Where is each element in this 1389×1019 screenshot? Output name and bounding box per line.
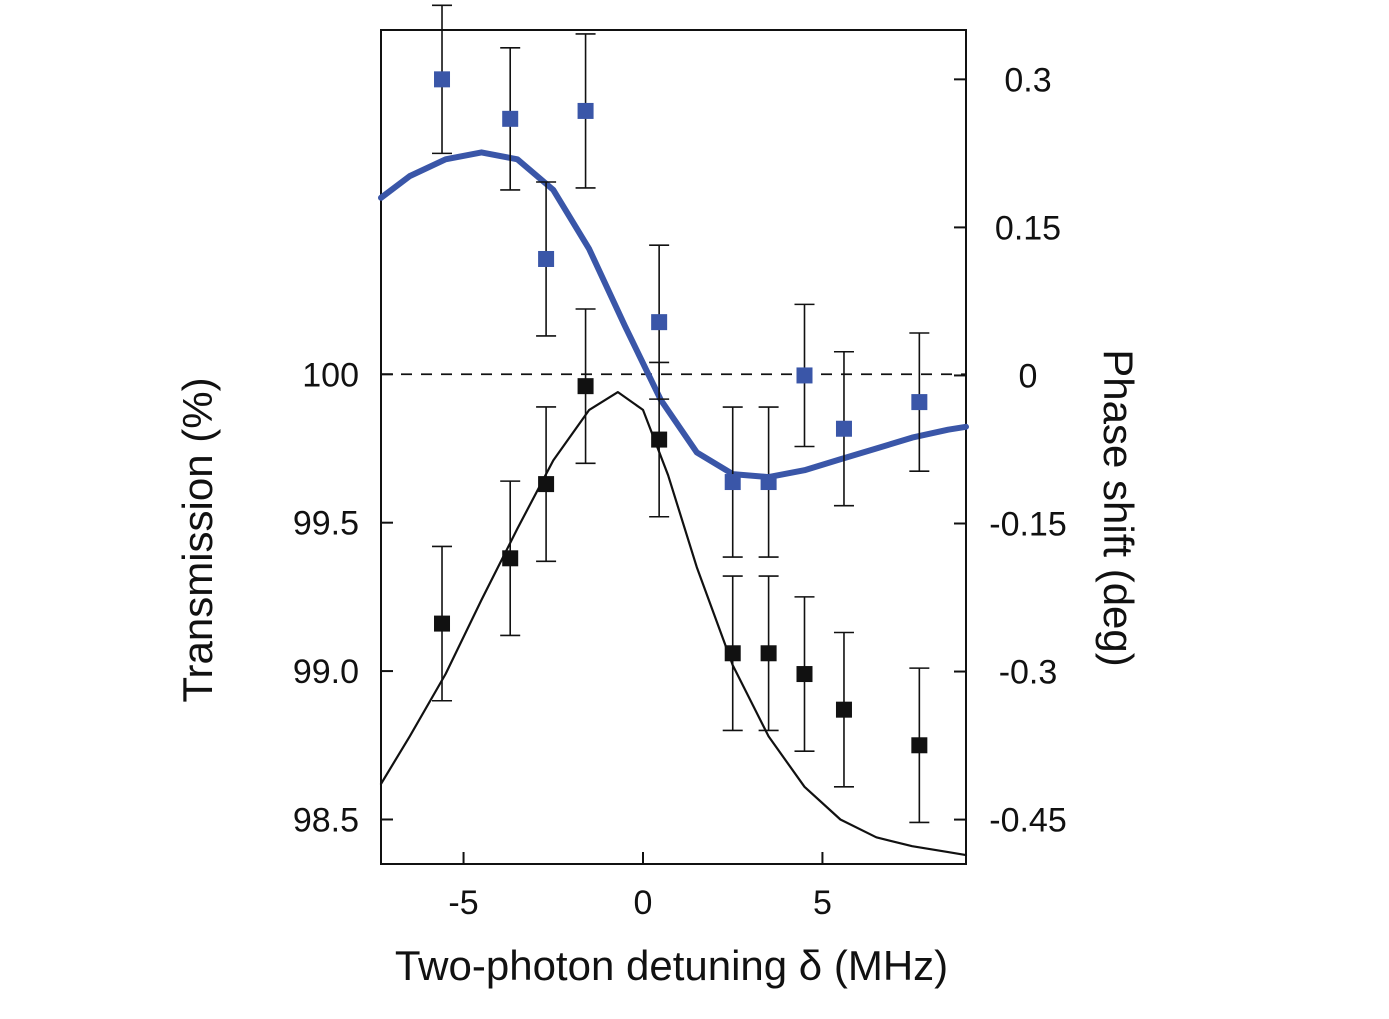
transmission-data-point <box>835 701 852 718</box>
right-y-tick-label: 0 <box>1019 357 1038 395</box>
phase-data-point <box>796 367 813 384</box>
x-axis-title: Two-photon detuning δ (MHz) <box>395 942 948 989</box>
phase-data-point <box>502 110 519 127</box>
left-y-tick-label: 100 <box>302 356 359 394</box>
transmission-data-point <box>538 476 555 493</box>
x-tick-label: 0 <box>634 884 653 922</box>
right-y-tick-label: -0.3 <box>999 654 1058 692</box>
left-y-tick-label: 99.5 <box>293 505 359 543</box>
transmission-data-point <box>724 645 741 662</box>
error-bars-layer <box>432 4 930 824</box>
transmission-data-point <box>434 615 451 632</box>
left-y-tick-label: 98.5 <box>293 801 359 839</box>
plot-frame-layer <box>380 29 967 865</box>
transmission-data-point <box>796 666 813 683</box>
fit-curves-layer <box>378 149 969 857</box>
right-y-tick-label: 0.15 <box>995 209 1061 247</box>
ticks-layer <box>381 78 966 864</box>
right-y-tick-label: -0.45 <box>989 802 1067 840</box>
left-y-axis-title: Transmission (%) <box>174 377 221 702</box>
right-y-tick-label: -0.15 <box>989 505 1067 543</box>
phase-data-point <box>724 474 741 491</box>
transmission-data-point <box>760 645 777 662</box>
phase-data-point <box>577 102 594 119</box>
plot-frame <box>380 29 967 865</box>
phase-data-point <box>911 394 928 411</box>
phase-fit-curve <box>378 149 969 481</box>
phase-data-point <box>835 420 852 437</box>
transmission-data-point <box>577 378 594 395</box>
phase-data-point <box>760 474 777 491</box>
phase-data-point <box>538 250 555 267</box>
x-tick-label: -5 <box>448 884 478 922</box>
transmission-data-point <box>502 550 519 567</box>
phase-data-point <box>434 71 451 88</box>
right-y-axis-title: Phase shift (deg) <box>1095 349 1142 667</box>
transmission-fit-curve <box>379 391 968 857</box>
phase-data-point <box>651 314 668 331</box>
transmission-data-point <box>911 737 928 754</box>
labels-layer: -5 0 5 98.5 99.0 99.5 100 -0.45 -0.3 -0.15 0 0.15 0.… <box>174 61 1142 989</box>
data-points-layer <box>434 71 928 754</box>
left-y-tick-label: 99.0 <box>293 653 359 691</box>
x-tick-label: 5 <box>813 884 832 922</box>
transmission-data-point <box>651 431 668 448</box>
right-y-tick-label: 0.3 <box>1004 61 1051 99</box>
